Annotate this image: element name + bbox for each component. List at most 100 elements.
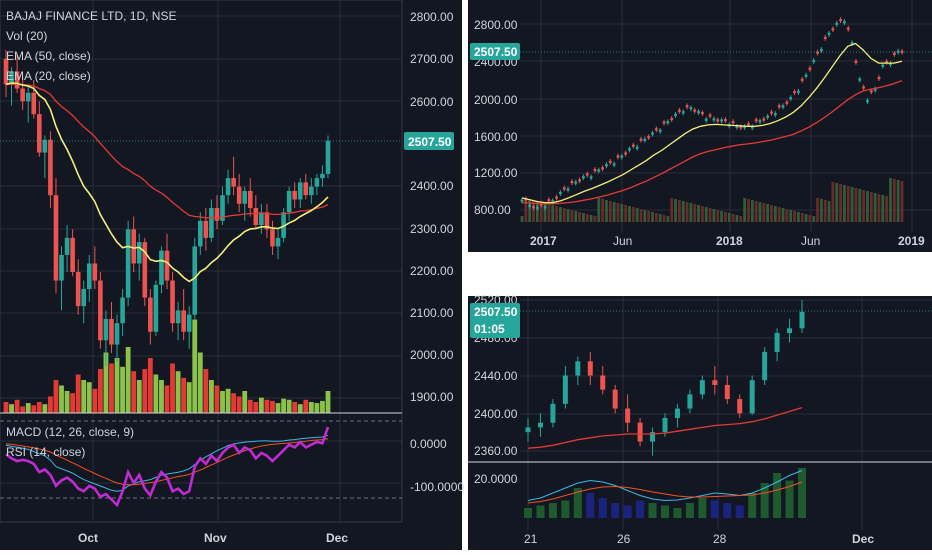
main-candle-body [142,242,148,298]
tr-volume-bar [582,213,585,222]
tr-volume-bar [804,214,808,222]
tr-candle-body [804,74,808,77]
br-time-label: Dec [852,532,874,546]
br-time-axis[interactable]: 21 26 28 Dec [524,532,874,546]
main-candle-body [53,195,59,281]
main-time-axis[interactable]: Oct Nov Dec [78,531,348,545]
main-volume-bar [59,385,64,413]
tr-volume-bar [812,216,816,222]
main-indicator-axis[interactable]: 0.0000 -100.0000 [410,437,464,494]
br-volume-bar [636,500,645,518]
main-chart-panel[interactable]: BAJAJ FINANCE LTD, 1D, NSE Vol (20) EMA … [0,0,464,550]
tr-volume-bar [789,210,793,222]
tr-volume-bar [654,213,658,222]
tr-volume-bar [562,208,566,222]
main-candle-body [109,318,114,345]
main-candle-body [281,212,286,238]
main-volume-bar [81,380,87,413]
tr-last-price-label: 2507.50 [474,45,518,59]
tr-volume-bar [651,212,654,222]
main-candle-body [286,190,292,213]
main-price-axis[interactable]: 2800.00 2700.00 2600.00 2400.00 2300.00 … [410,10,454,404]
intraday-chart-panel[interactable]: 2520.00 2480.00 2440.00 2400.00 2360.00 … [468,293,932,550]
tr-volume-bar [896,180,900,222]
tr-volume-bar [785,209,789,222]
tr-price-tick: 800.00 [474,203,511,217]
main-volume-bar [181,377,187,413]
tr-volume-bar [731,214,735,222]
tr-volume-bars [520,178,904,222]
tr-candle-body [532,206,535,209]
br-volume-bar [698,498,707,518]
main-volume-bar [70,393,76,413]
tr-candle-body [839,19,842,22]
main-time-label: Dec [326,531,348,545]
main-volume-bar [75,374,81,413]
main-legend-ema50[interactable]: EMA (50, close) [6,49,91,63]
main-legend-ema20[interactable]: EMA (20, close) [6,69,91,83]
main-volume-bar [314,403,320,413]
main-candle-body [214,208,220,221]
tr-candle-body [766,115,770,118]
tr-candle-body [720,119,723,122]
tr-candle-body [674,113,677,117]
tr-candle-body [562,187,566,190]
tr-candle-body [731,121,735,124]
main-volume-bar [197,352,203,413]
br-candle-body [650,432,656,442]
weekly-chart-panel[interactable]: 2800.00 2400.00 2000.00 1600.00 1200.00 … [468,0,932,252]
main-candle-body [225,178,231,196]
tr-volume-bar [773,206,777,222]
main-candle-body [320,173,325,179]
br-volume-bar [648,503,657,518]
br-volume-bar [748,493,757,518]
tr-candle-body [850,42,854,45]
br-volume-bar [785,480,794,518]
tr-volume-bar [858,189,862,222]
tr-volume-bar [547,204,551,222]
tr-volume-bar [697,205,700,222]
tr-volume-bar [570,210,574,222]
tr-candle-body [539,203,543,206]
main-volume-bar [25,403,31,413]
br-candle-body [525,427,531,433]
main-volume-bar [9,404,14,413]
tr-candle-body [843,21,846,24]
main-legend-rsi[interactable]: RSI (14, close) [6,445,85,459]
tr-candle-body [616,155,620,158]
tr-volume-bar [750,200,754,222]
main-legend-macd[interactable]: MACD (12, 26, close, 9) [6,425,134,439]
tr-time-axis[interactable]: 2017 Jun 2018 Jun 2019 [530,234,925,248]
br-volume-bar [773,473,782,518]
main-volume-bar [320,400,325,413]
tr-candle-body [708,114,712,117]
tr-candle-body [566,188,570,191]
br-candle-body [674,408,680,418]
main-legend-symbol[interactable]: BAJAJ FINANCE LTD, 1D, NSE [6,9,176,23]
tr-volume-bar [766,204,770,222]
tr-volume-bar [781,208,785,222]
tr-price-tick: 2000.00 [474,93,518,107]
tr-volume-bar [892,179,896,222]
tr-candle-body [758,120,762,123]
main-legend-volume[interactable]: Vol (20) [6,29,47,43]
br-volume-bar [685,503,694,518]
tr-time-label: Jun [613,234,632,248]
tr-volume-bar [724,212,727,222]
main-last-price-tag [404,132,454,150]
br-indicator-tick[interactable]: 20.0000 [474,472,518,486]
tr-volume-bar [716,210,720,222]
main-time-label: Nov [204,531,227,545]
br-volume-bar [723,503,732,518]
main-candle-body [220,195,225,221]
tr-volume-bar [543,203,547,222]
br-volume-bar [623,505,632,518]
tr-candle-body [743,125,747,129]
main-candle-body [247,190,253,208]
tr-volume-bar [658,214,662,222]
main-volume-bar [281,398,286,413]
br-price-tick: 2400.00 [474,407,518,421]
main-candle-body [120,297,125,324]
tr-candle-body [750,126,754,129]
tr-candle-body [647,136,651,139]
